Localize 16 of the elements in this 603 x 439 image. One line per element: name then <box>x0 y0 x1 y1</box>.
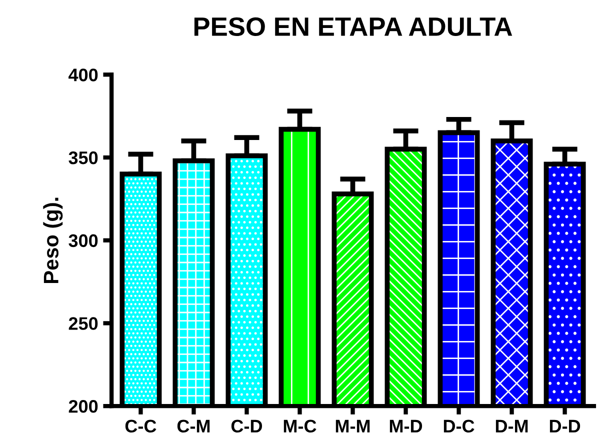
x-tick-label: D-C <box>444 420 474 433</box>
y-axis-title: Peso (g). <box>43 198 63 283</box>
x-tick-label: M-C <box>284 420 316 433</box>
x-tick-label: C-C <box>125 420 156 433</box>
x-tick-label: M-D <box>390 420 422 432</box>
y-tick-label: 250 <box>68 317 98 330</box>
x-tick-label: C-M <box>177 420 210 433</box>
x-tick-label: D-D <box>550 420 580 432</box>
x-tick-label: M-M <box>336 420 370 432</box>
chart-title: PESO EN ETAPA ADULTA <box>194 17 512 36</box>
x-tick-label: D-M <box>496 420 528 432</box>
y-tick-label: 200 <box>68 400 98 413</box>
y-tick-label: 350 <box>68 151 98 164</box>
y-tick-label: 300 <box>68 234 98 248</box>
x-tick-label: C-D <box>231 420 262 433</box>
y-tick-label: 400 <box>68 68 98 82</box>
